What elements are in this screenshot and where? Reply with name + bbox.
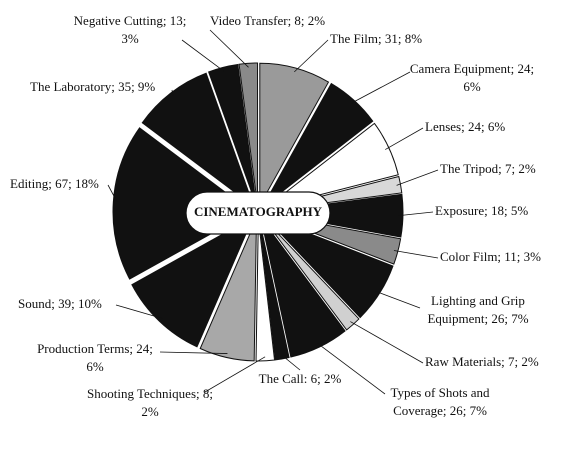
slice-label: 2% xyxy=(141,404,159,419)
leader-line xyxy=(294,39,329,73)
slice-label: Negative Cutting; 13; xyxy=(74,13,187,28)
leader-line xyxy=(396,169,439,186)
slice xyxy=(264,193,404,238)
slice xyxy=(262,216,360,331)
leader-line xyxy=(209,29,249,68)
slice-label: The Laboratory; 35; 9% xyxy=(30,79,155,94)
slice-label: Coverage; 26; 7% xyxy=(393,403,487,418)
pie xyxy=(112,62,404,362)
slice xyxy=(263,215,394,319)
leader-line xyxy=(115,304,163,319)
slice xyxy=(207,63,257,206)
leader-line xyxy=(159,351,228,354)
slice xyxy=(259,62,330,208)
slice-label: Color Film; 11; 3% xyxy=(440,249,541,264)
slice-label: 3% xyxy=(121,31,139,46)
slice-label: Production Terms; 24; xyxy=(37,341,153,356)
slice-label: Lenses; 24; 6% xyxy=(425,119,505,134)
slice xyxy=(131,215,255,348)
slice xyxy=(258,218,290,361)
leader-line xyxy=(181,39,225,72)
leader-line xyxy=(398,211,434,217)
slice-label: The Tripod; 7; 2% xyxy=(440,161,536,176)
slice xyxy=(260,218,346,358)
leader-line xyxy=(350,321,424,364)
slice xyxy=(238,62,259,206)
slice xyxy=(199,218,257,362)
leader-line xyxy=(317,343,386,395)
slice-label: Raw Materials; 7; 2% xyxy=(425,354,539,369)
slice-label: The Call: 6; 2% xyxy=(259,371,342,386)
leader-line xyxy=(171,89,174,97)
slice-label: Types of Shots and xyxy=(390,385,490,400)
slice-label: Video Transfer; 8; 2% xyxy=(210,13,325,28)
slice-label: Shooting Techniques; 8; xyxy=(87,386,213,401)
slice xyxy=(112,127,252,280)
slice-label: Equipment; 26; 7% xyxy=(427,311,528,326)
center-label: CINEMATOGRAPHY xyxy=(194,204,323,219)
slice xyxy=(255,218,276,362)
labels: The Film; 31; 8% Camera Equipment; 24; 6% L… xyxy=(10,13,541,419)
center-box xyxy=(185,191,331,235)
slice-label: The Film; 31; 8% xyxy=(330,31,422,46)
slice xyxy=(141,72,255,208)
slice-label: Exposure; 18; 5% xyxy=(435,203,528,218)
slice-label: 6% xyxy=(86,359,104,374)
slice-label: Editing; 67; 18% xyxy=(10,176,99,191)
leader-line xyxy=(107,184,118,203)
leader-line xyxy=(385,127,424,150)
slice-label: Lighting and Grip xyxy=(431,293,525,308)
slice-label: Camera Equipment; 24; xyxy=(410,61,534,76)
slice-label: Sound; 39; 10% xyxy=(18,296,102,311)
leader-line xyxy=(375,291,421,309)
leader-line xyxy=(351,71,411,104)
leader-line xyxy=(204,356,266,393)
leader-line xyxy=(281,354,301,371)
slice-label: 6% xyxy=(463,79,481,94)
slice xyxy=(262,82,374,208)
leader-line xyxy=(393,250,439,259)
